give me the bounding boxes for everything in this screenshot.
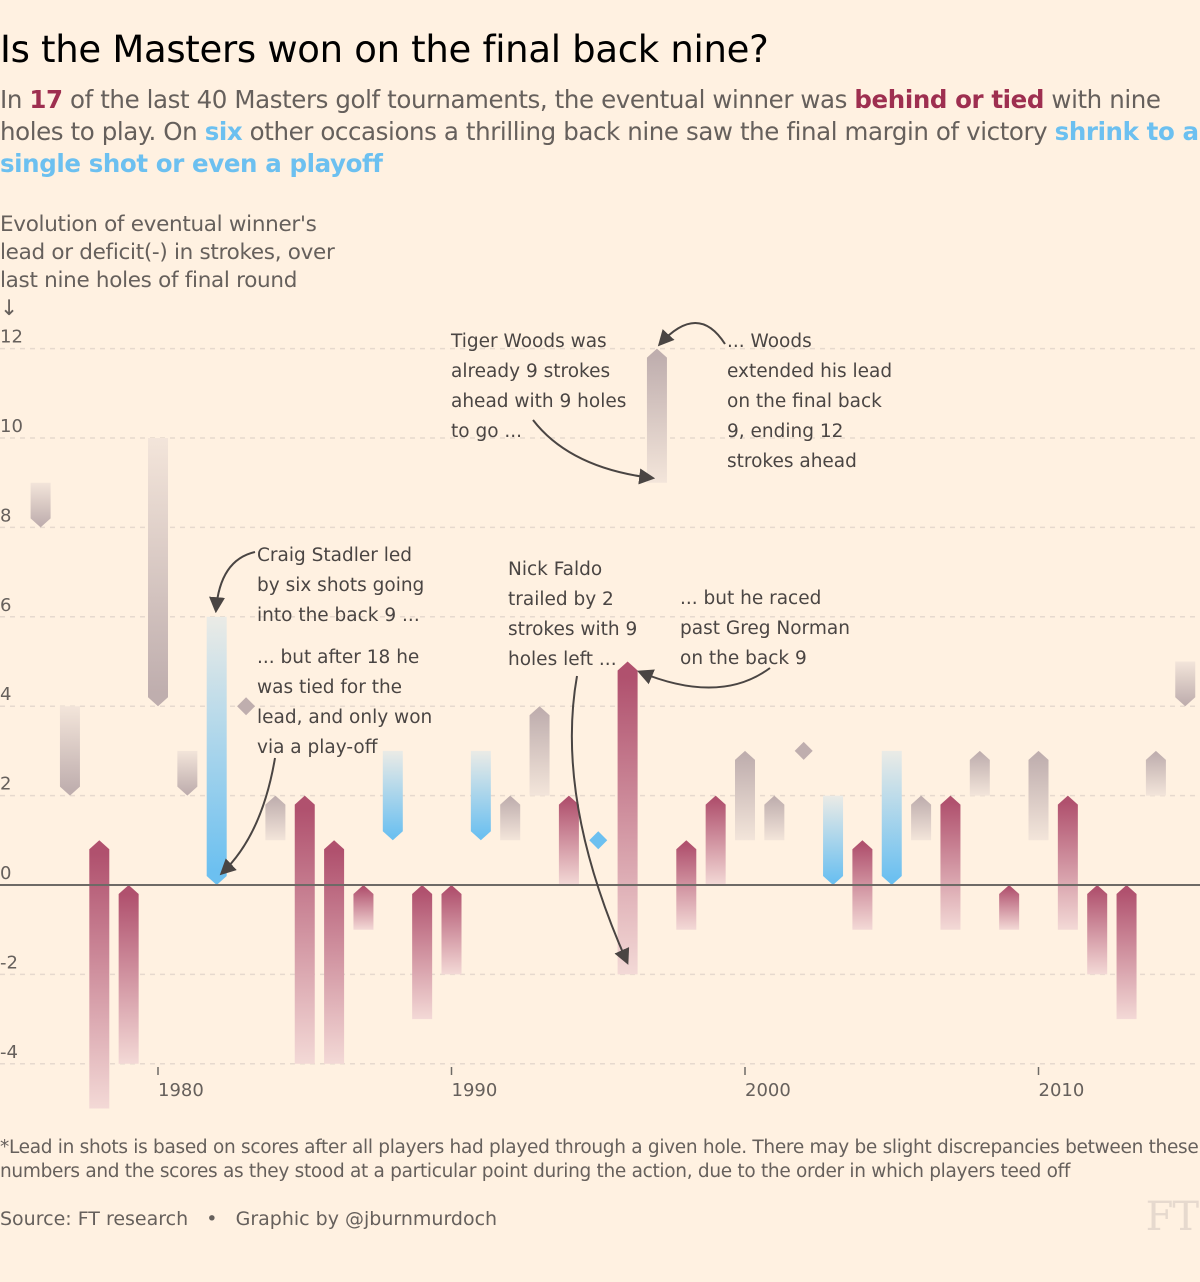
y-axis-label: Evolution of eventual winner's lead or d…: [0, 212, 335, 321]
annotation-arrow: [637, 667, 771, 689]
x-tick-label: 1980: [158, 1080, 204, 1101]
y-tick-label: -2: [0, 952, 18, 973]
arrow-bar-1980: [148, 438, 168, 707]
annotation-arrow: [532, 419, 656, 485]
arrow-bar-1988: [382, 750, 403, 841]
ft-logo: FT: [1145, 1194, 1199, 1240]
standfirst-part: other occasions a thrilling back nine sa…: [242, 117, 1055, 146]
credit-text: Graphic by @jburnmurdoch: [235, 1208, 498, 1230]
standfirst: In 17 of the last 40 Masters golf tourna…: [0, 84, 1200, 180]
arrow-bar-2003: [823, 795, 844, 885]
annotation-text: ... but he raced past Greg Norman on the b…: [680, 588, 850, 669]
x-tick-label: 2010: [1039, 1080, 1085, 1101]
arrow-bar-1986: [324, 840, 345, 1064]
x-tick-label: 1990: [452, 1080, 498, 1101]
arrow-bar-2012: [1087, 885, 1108, 975]
annotation-text: Tiger Woods was already 9 strokes ahead wi…: [450, 331, 626, 442]
diamond-1995: [589, 831, 608, 850]
diamond-2002: [794, 741, 813, 760]
y-tick-label: 10: [0, 416, 23, 437]
arrow-bar-1997: [646, 348, 667, 483]
arrow-bar-1992: [500, 795, 521, 841]
y-tick-label: 8: [0, 505, 11, 526]
chart-title: Is the Masters won on the final back nin…: [0, 28, 769, 71]
separator-bullet: •: [206, 1208, 218, 1230]
annotation-tiger-before: Tiger Woods was already 9 strokes ahead wi…: [450, 331, 656, 485]
arrow-bar-2005: [881, 750, 902, 885]
annotation-text: Nick Faldo trailed by 2 strokes with 9 hole…: [508, 559, 637, 670]
arrow-bar-1979: [118, 885, 139, 1064]
standfirst-highlight-behind: behind or tied: [854, 85, 1045, 114]
arrow-bar-2008: [969, 750, 990, 796]
y-tick-label: -4: [0, 1042, 18, 1063]
arrow-bar-1990: [441, 885, 462, 975]
standfirst-highlight-count: 17: [29, 85, 63, 114]
annotation-tiger-after: ... Woods extended his lead on the final b…: [657, 322, 892, 472]
annotations: Tiger Woods was already 9 strokes ahead wi…: [209, 322, 892, 965]
annotation-arrow: [657, 322, 726, 347]
arrow-bar-1982: [206, 616, 227, 885]
arrow-bar-1984: [265, 795, 286, 841]
arrow-bar-1985: [294, 795, 315, 1064]
arrow-bar-1996: [617, 661, 638, 975]
annotation-text: ... Woods extended his lead on the final b…: [727, 331, 892, 472]
annotation-text: ... but after 18 he was tied for the lead,…: [257, 647, 432, 758]
standfirst-part: In: [0, 85, 30, 114]
x-tick-label: 2000: [745, 1080, 791, 1101]
arrow-bar-1987: [353, 885, 374, 930]
arrow-bar-1993: [529, 706, 550, 796]
x-axis: 1980 1990 2000 2010: [157, 1067, 1085, 1101]
y-tick-label: 2: [0, 774, 11, 795]
y-tick-labels: 12 10 8 6 4 2 0 -2 -4: [0, 327, 23, 1063]
diamond-1983: [237, 697, 256, 716]
annotation-arrow: [219, 757, 276, 876]
arrow-bar-2009: [999, 885, 1020, 930]
arrow-bar-1978: [89, 840, 110, 1109]
annotation-stadler-after: ... but after 18 he was tied for the lead,…: [219, 647, 432, 876]
annotation-faldo-before: Nick Faldo trailed by 2 strokes with 9 hole…: [508, 559, 637, 965]
standfirst-highlight-shrink: shrink to a single shot or even a playof…: [0, 117, 1199, 178]
source-text: Source: FT research: [0, 1208, 189, 1230]
arrow-bar-2014: [1145, 750, 1166, 796]
source-line: Source: FT research • Graphic by @jburnm…: [0, 1208, 497, 1230]
annotation-faldo-after: ... but he raced past Greg Norman on the b…: [637, 588, 850, 689]
arrow-bar-1977: [59, 706, 80, 796]
arrow-bar-2011: [1057, 795, 1078, 930]
arrow-bar-2013: [1116, 885, 1137, 1020]
standfirst-part: of the last 40 Masters golf tournaments,…: [62, 85, 855, 114]
arrow-bar-1999: [705, 795, 726, 885]
arrow-bar-2001: [764, 795, 785, 841]
y-tick-label: 6: [0, 595, 11, 616]
annotation-arrow: [570, 675, 630, 965]
y-tick-label: 0: [0, 863, 11, 884]
arrow-bar-1994: [558, 795, 579, 885]
arrow-bar-1989: [412, 885, 433, 1020]
standfirst-part: with nine holes to play. On: [0, 85, 1161, 146]
arrow-bar-2015: [1175, 661, 1196, 707]
gridlines: [0, 347, 1200, 1065]
arrow-bar-1991: [470, 750, 491, 841]
y-tick-label: 4: [0, 684, 11, 705]
arrow-bars: [30, 348, 1196, 1109]
arrow-bar-2010: [1028, 750, 1049, 841]
standfirst-highlight-six: six: [204, 117, 243, 146]
arrow-bar-1981: [177, 750, 198, 796]
annotation-arrow: [209, 551, 256, 614]
y-tick-label: 12: [0, 327, 23, 348]
arrow-bar-2000: [735, 750, 755, 841]
footnote: *Lead in shots is based on scores after …: [0, 1137, 1199, 1182]
arrow-bar-2007: [940, 795, 961, 930]
arrow-bar-2006: [911, 795, 932, 841]
annotation-stadler-before: Craig Stadler led by six shots going into …: [209, 545, 424, 626]
arrow-bar-1976: [30, 482, 51, 528]
chart-svg: 12 10 8 6 4 2 0 -2 -4 1980 1990 2000 2010 Tiger Woo…: [0, 322, 1200, 1109]
annotation-text: Craig Stadler led by six shots going into …: [257, 545, 424, 626]
